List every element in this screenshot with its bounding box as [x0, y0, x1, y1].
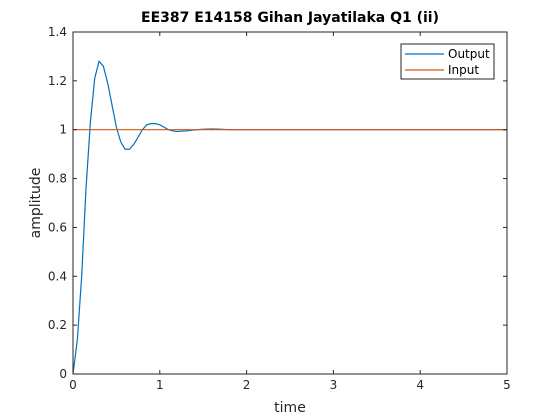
series-layer — [72, 60, 507, 375]
y-tick-label: 0 — [59, 367, 67, 381]
x-tick-label: 2 — [243, 378, 251, 392]
y-tick-label: 0.8 — [48, 172, 67, 186]
x-tick-label: 3 — [330, 378, 338, 392]
x-axis-ticks: 0 1 2 3 4 5 — [69, 32, 511, 392]
x-tick-label: 1 — [156, 378, 164, 392]
x-tick-label: 0 — [69, 378, 77, 392]
plot-area — [73, 32, 507, 374]
y-tick-label: 1.2 — [48, 74, 67, 88]
x-tick-label: 5 — [503, 378, 511, 392]
y-axis-label: amplitude — [28, 168, 44, 239]
legend: Output Input — [400, 43, 495, 80]
chart-title: EE387 E14158 Gihan Jayatilaka Q1 (ii) — [141, 10, 439, 26]
legend-label-output: Output — [448, 47, 490, 61]
y-tick-label: 0.6 — [48, 220, 67, 234]
y-tick-label: 1 — [59, 123, 67, 137]
y-tick-label: 0.4 — [48, 269, 67, 283]
y-axis-ticks: 0 0.2 0.4 0.6 0.8 1 1.2 1.4 — [48, 25, 507, 381]
y-tick-label: 0.2 — [48, 318, 67, 332]
y-tick-label: 1.4 — [48, 25, 67, 39]
x-tick-label: 4 — [416, 378, 424, 392]
axes-box — [72, 31, 508, 375]
legend-label-input: Input — [448, 63, 479, 77]
x-axis-label: time — [274, 400, 306, 416]
legend-box — [400, 43, 495, 80]
